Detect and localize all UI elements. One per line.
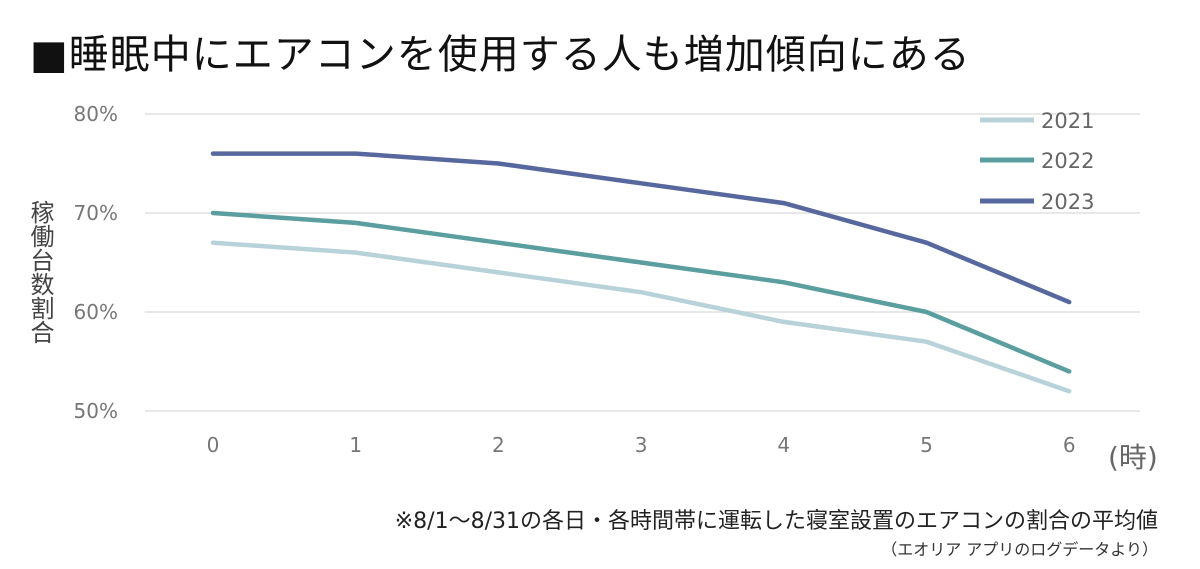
y-tick-label: 60% xyxy=(74,300,118,324)
x-tick-label: 3 xyxy=(635,433,648,457)
x-tick-label: 4 xyxy=(777,433,790,457)
y-tick-label: 80% xyxy=(74,102,118,126)
y-tick-label: 50% xyxy=(74,399,118,423)
series-line-2021 xyxy=(210,240,1072,394)
legend-label-2022: 2022 xyxy=(1041,149,1094,173)
series-line-2023 xyxy=(210,151,1072,305)
x-tick-label: 6 xyxy=(1063,433,1076,457)
y-tick-label: 70% xyxy=(74,201,118,225)
legend-label-2023: 2023 xyxy=(1041,190,1094,214)
x-tick-label: 0 xyxy=(207,433,220,457)
chart-title: ■睡眠中にエアコンを使用する人も増加傾向にある xyxy=(30,32,971,78)
x-tick-label: 2 xyxy=(492,433,505,457)
y-axis-label: 稼働台数割合 xyxy=(26,200,54,344)
x-tick-label: 5 xyxy=(920,433,933,457)
x-axis-unit: (時) xyxy=(1108,441,1158,474)
series-lines xyxy=(210,151,1072,394)
gridlines xyxy=(145,113,1140,412)
y-tick-labels: 50% 60% 70% 80% xyxy=(74,102,118,423)
legend: 2021 2022 2023 xyxy=(980,109,1094,214)
series-line-2022 xyxy=(210,210,1072,374)
footnote: ※8/1～8/31の各日・各時間帯に運転した寝室設置のエアコンの割合の平均値 xyxy=(394,509,1158,534)
x-tick-label: 1 xyxy=(349,433,362,457)
legend-label-2021: 2021 xyxy=(1041,109,1094,133)
x-tick-labels: 0 1 2 3 4 5 6 xyxy=(207,433,1076,457)
source-note: （エオリア アプリのログデータより） xyxy=(881,540,1158,559)
